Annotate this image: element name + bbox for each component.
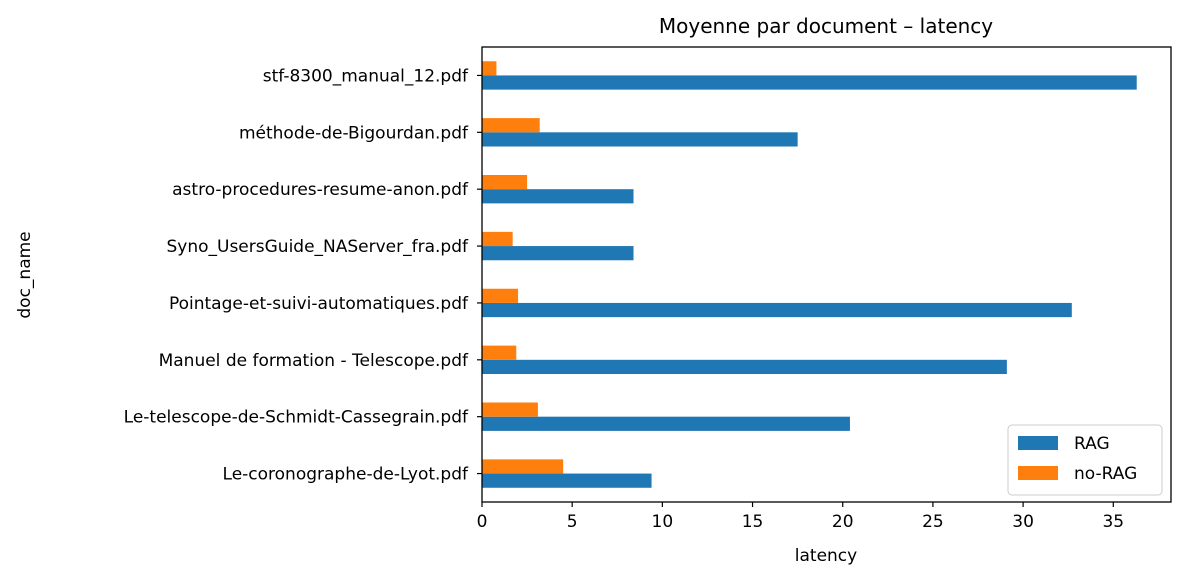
legend-swatch [1018,436,1058,450]
bar-no-rag [482,402,538,417]
y-tick-label: Syno_UsersGuide_NAServer_fra.pdf [166,237,469,257]
bar-rag [482,416,850,431]
y-tick-label: stf-8300_manual_12.pdf [263,66,469,86]
legend-label: RAG [1074,434,1110,454]
x-tick-label: 10 [652,512,674,532]
chart-title: Moyenne par document – latency [659,14,993,38]
y-tick-label: Le-coronographe-de-Lyot.pdf [223,465,469,485]
bar-rag [482,246,634,261]
legend-swatch [1018,466,1058,480]
bar-no-rag [482,459,564,474]
y-axis-ticks: stf-8300_manual_12.pdf méthode-de-Bigourd… [124,66,482,485]
bar-rag [482,302,1072,318]
y-axis-label: doc_name [15,231,35,318]
x-axis-ticks: 0 5 10 15 20 25 30 35 [477,502,1124,532]
y-tick-label: méthode-de-Bigourdan.pdf [239,123,469,143]
y-tick-label: Pointage-et-suivi-automatiques.pdf [169,294,469,314]
x-tick-label: 5 [567,512,578,532]
x-axis-label: latency [795,546,857,566]
bar-rag [482,132,798,147]
x-tick-label: 25 [922,512,944,532]
y-tick-label: Le-telescope-de-Schmidt-Cassegrain.pdf [124,408,469,428]
bar-rag [482,75,1137,90]
y-tick-label: Manuel de formation - Telescope.pdf [159,351,469,371]
y-tick-label: astro-procedures-resume-anon.pdf [172,180,469,200]
x-tick-label: 20 [832,512,854,532]
bar-no-rag [482,174,528,190]
bar-rag [482,189,634,204]
bar-no-rag [482,288,519,303]
bars-group [482,61,1137,488]
bar-rag [482,359,1007,375]
legend-label: no-RAG [1074,464,1137,484]
plot-frame [481,46,1172,503]
bar-no-rag [482,231,513,247]
x-tick-label: 0 [477,512,488,532]
x-tick-label: 15 [742,512,764,532]
legend: RAG no-RAG [1007,424,1163,496]
bar-no-rag [482,345,517,360]
x-tick-label: 35 [1102,512,1124,532]
bar-rag [482,473,652,488]
bar-no-rag [482,118,540,133]
x-tick-label: 30 [1012,512,1034,532]
bar-no-rag [482,61,497,76]
